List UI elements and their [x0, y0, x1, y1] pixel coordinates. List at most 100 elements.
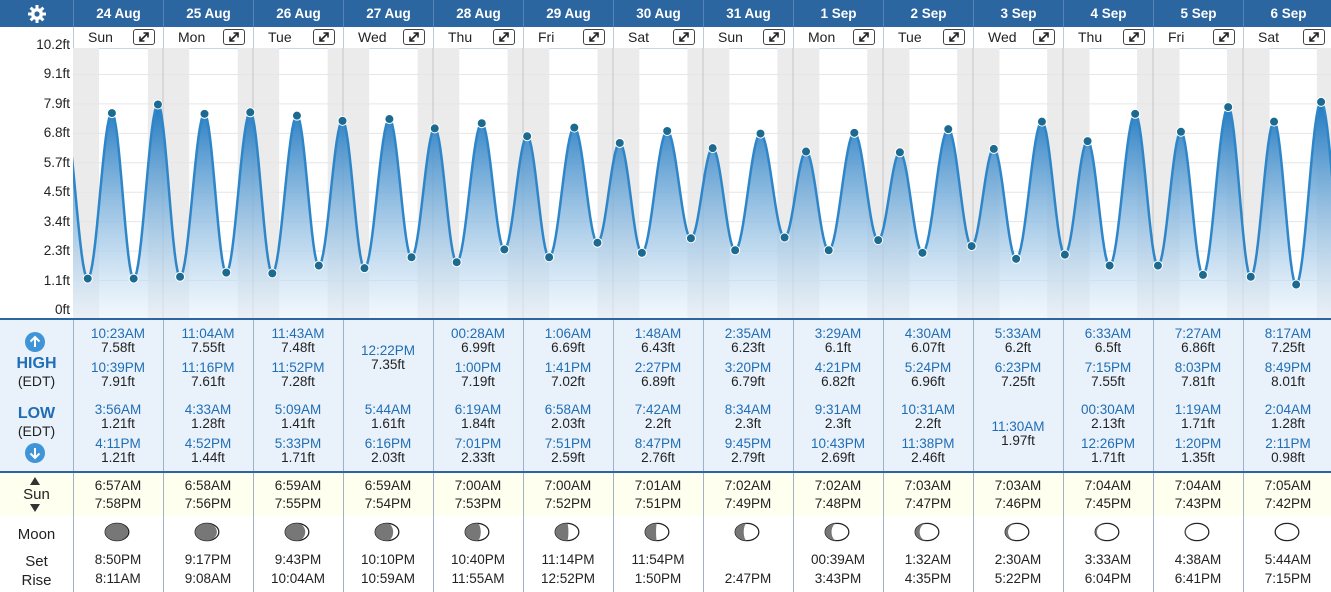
moon-phase-icon — [1004, 522, 1030, 542]
tide-extreme-point[interactable] — [779, 232, 790, 243]
tide-extreme-point[interactable] — [894, 147, 905, 158]
expand-day-button[interactable] — [1033, 29, 1055, 45]
expand-day-button[interactable] — [223, 29, 245, 45]
tide-height: 2.69ft — [821, 450, 855, 465]
moonset-time: 1:32AM — [904, 552, 952, 567]
y-tick-label: 6.8ft — [43, 125, 70, 141]
tide-extreme-point[interactable] — [873, 235, 884, 246]
tide-extreme-point[interactable] — [1130, 108, 1141, 119]
tide-extreme-point[interactable] — [522, 131, 533, 142]
tide-extreme-point[interactable] — [1245, 271, 1256, 282]
tide-extreme-point[interactable] — [614, 137, 625, 148]
tide-extreme-point[interactable] — [1152, 260, 1163, 271]
expand-day-button[interactable] — [313, 29, 335, 45]
expand-day-button[interactable] — [763, 29, 785, 45]
tide-extreme-point[interactable] — [429, 123, 440, 134]
tide-time: 5:33PM — [274, 436, 322, 451]
settings-button[interactable] — [0, 0, 73, 27]
sunset-time: 7:54PM — [364, 496, 412, 511]
expand-icon — [859, 32, 869, 42]
tide-extreme-point[interactable] — [755, 128, 766, 139]
tide-extreme-point[interactable] — [592, 237, 603, 248]
tide-time: 11:52PM — [271, 360, 325, 375]
tide-extreme-point[interactable] — [221, 267, 232, 278]
expand-day-button[interactable] — [853, 29, 875, 45]
scroll-up-button[interactable] — [25, 332, 45, 352]
expand-day-button[interactable] — [673, 29, 695, 45]
tide-extreme-point[interactable] — [1316, 96, 1327, 107]
tide-extreme-point[interactable] — [291, 110, 302, 121]
tide-extreme-point[interactable] — [943, 124, 954, 135]
tide-extreme-point[interactable] — [499, 244, 510, 255]
tide-extreme-point[interactable] — [1269, 116, 1280, 127]
tide-extreme-point[interactable] — [1011, 253, 1022, 264]
expand-day-button[interactable] — [493, 29, 515, 45]
tide-extreme-point[interactable] — [685, 233, 696, 244]
weekday-cell: Fri — [523, 27, 613, 48]
tide-extreme-point[interactable] — [359, 263, 370, 274]
sunrise-time: 7:02AM — [724, 478, 772, 493]
tide-extreme-point[interactable] — [1197, 269, 1208, 280]
moonrise-label: Rise — [21, 572, 52, 589]
tide-height: 6.1ft — [824, 340, 852, 355]
tide-extreme-point[interactable] — [128, 273, 139, 284]
tide-extreme-point[interactable] — [245, 107, 256, 118]
expand-day-button[interactable] — [403, 29, 425, 45]
tide-height: 7.48ft — [281, 340, 315, 355]
tide-extreme-point[interactable] — [917, 247, 928, 258]
expand-day-button[interactable] — [133, 29, 155, 45]
tide-extreme-point[interactable] — [175, 271, 186, 282]
tide-extreme-point[interactable] — [267, 268, 278, 279]
column-divider — [433, 320, 434, 471]
weekday-label: Mon — [808, 29, 836, 45]
tide-extreme-point[interactable] — [406, 252, 417, 263]
tide-extreme-point[interactable] — [801, 146, 812, 157]
tide-extreme-point[interactable] — [82, 273, 93, 284]
tide-extreme-point[interactable] — [1175, 126, 1186, 137]
tide-extreme-point[interactable] — [569, 122, 580, 133]
tide-time: 2:27PM — [634, 360, 682, 375]
tide-extreme-point[interactable] — [730, 245, 741, 256]
tide-extreme-point[interactable] — [1223, 102, 1234, 113]
tide-extreme-point[interactable] — [966, 241, 977, 252]
moonset-time: 11:14PM — [541, 552, 595, 567]
tide-extreme-point[interactable] — [636, 247, 647, 258]
expand-day-button[interactable] — [583, 29, 605, 45]
tide-time: 2:04AM — [1264, 402, 1312, 417]
expand-day-button[interactable] — [1303, 29, 1325, 45]
tide-extreme-point[interactable] — [384, 114, 395, 125]
date-header: 26 Aug — [253, 0, 343, 27]
tide-time: 5:24PM — [904, 360, 952, 375]
tide-extreme-point[interactable] — [823, 245, 834, 256]
scroll-down-button[interactable] — [25, 443, 45, 463]
moon-phase-icon — [1274, 522, 1300, 542]
tide-extreme-point[interactable] — [199, 108, 210, 119]
expand-day-button[interactable] — [943, 29, 965, 45]
tide-extreme-point[interactable] — [313, 260, 324, 271]
tide-extreme-point[interactable] — [544, 252, 555, 263]
tide-extreme-point[interactable] — [1036, 116, 1047, 127]
tide-extreme-point[interactable] — [1291, 279, 1302, 290]
tide-extreme-point[interactable] — [337, 115, 348, 126]
tide-time: 5:33AM — [994, 326, 1042, 341]
tide-time: 8:49PM — [1264, 360, 1312, 375]
tide-extreme-point[interactable] — [106, 108, 117, 119]
tide-extreme-point[interactable] — [476, 118, 487, 129]
moon-phase-icon — [194, 522, 220, 542]
weekday-label: Sun — [88, 29, 113, 45]
tide-extreme-point[interactable] — [1059, 249, 1070, 260]
tide-extreme-point[interactable] — [662, 125, 673, 136]
sunset-time: 7:55PM — [274, 496, 322, 511]
tide-extreme-point[interactable] — [451, 257, 462, 268]
tide-extreme-point[interactable] — [152, 99, 163, 110]
expand-day-button[interactable] — [1123, 29, 1145, 45]
tide-time: 6:33AM — [1084, 326, 1132, 341]
tide-time: 7:15PM — [1084, 360, 1132, 375]
tide-extreme-point[interactable] — [707, 143, 718, 154]
expand-day-button[interactable] — [1213, 29, 1235, 45]
tide-extreme-point[interactable] — [1082, 136, 1093, 147]
tide-extreme-point[interactable] — [849, 127, 860, 138]
tide-extreme-point[interactable] — [1104, 260, 1115, 271]
tide-extreme-point[interactable] — [988, 143, 999, 154]
y-tick-label: 7.9ft — [43, 95, 70, 111]
